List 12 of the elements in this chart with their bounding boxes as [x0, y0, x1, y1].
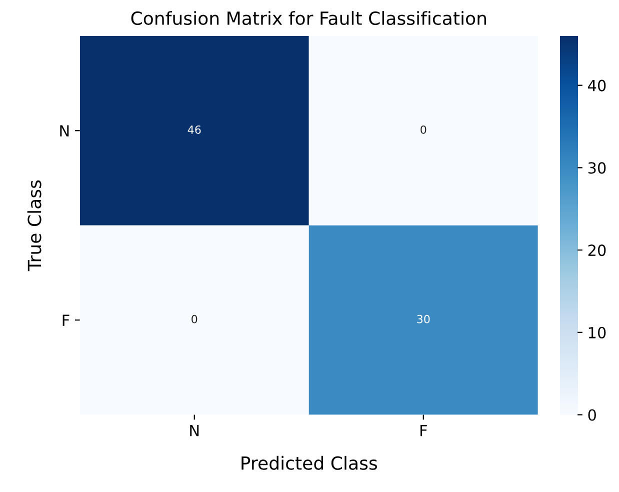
data-label: 0 — [192, 314, 198, 324]
chart-title: Confusion Matrix for Fault Classification — [131, 11, 486, 26]
color-bar-label: 10 — [588, 326, 606, 338]
color-bar-label: 0 — [588, 409, 596, 421]
data-label: 46 — [188, 125, 201, 134]
data-label: 30 — [417, 314, 430, 324]
y-axis-title: True Class — [27, 180, 42, 272]
data-label: 0 — [420, 125, 426, 134]
x-axis-title: Predicted Class — [242, 456, 377, 470]
color-bar-label: 20 — [588, 244, 606, 256]
color-bar-label: 40 — [588, 80, 606, 92]
color-bar-label: 30 — [588, 162, 606, 174]
